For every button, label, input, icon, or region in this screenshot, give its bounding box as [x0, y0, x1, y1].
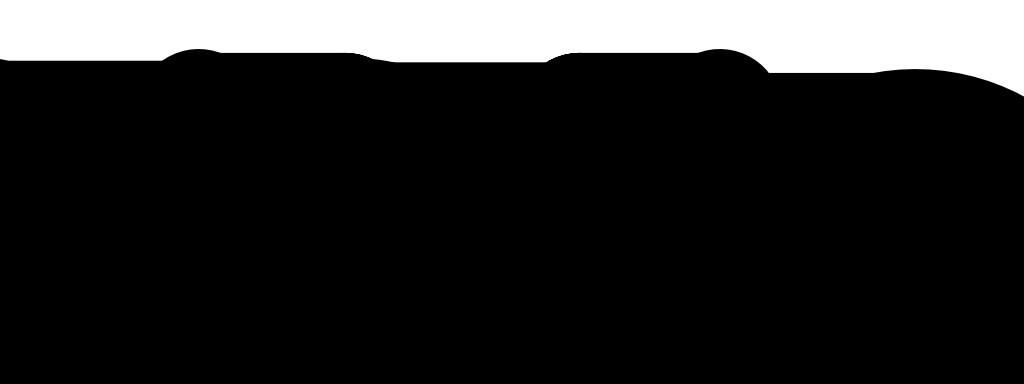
Ellipse shape [593, 172, 682, 262]
Bar [462, 270, 639, 335]
Text: fine: fine [708, 203, 742, 221]
Text: processi parzialmente
eseguiti e scaricati: processi parzialmente eseguiti e scarica… [358, 94, 557, 136]
Bar [355, 81, 579, 166]
Circle shape [589, 169, 674, 254]
Text: I/O: I/O [345, 291, 371, 309]
Bar [294, 185, 471, 192]
Ellipse shape [328, 269, 401, 343]
Text: scaricamento: scaricamento [587, 106, 709, 124]
Text: code
in attesa di I/O: code in attesa di I/O [484, 281, 616, 323]
Bar [355, 81, 579, 88]
Bar [471, 277, 648, 343]
Bar [294, 185, 471, 258]
Circle shape [323, 265, 392, 335]
Bar [285, 177, 462, 250]
Bar [346, 73, 569, 158]
Bar [471, 277, 648, 285]
Text: CPU: CPU [612, 203, 649, 221]
Text: coda dei
processi pronti: coda dei processi pronti [306, 193, 439, 234]
Text: caricamento: caricamento [226, 106, 339, 124]
